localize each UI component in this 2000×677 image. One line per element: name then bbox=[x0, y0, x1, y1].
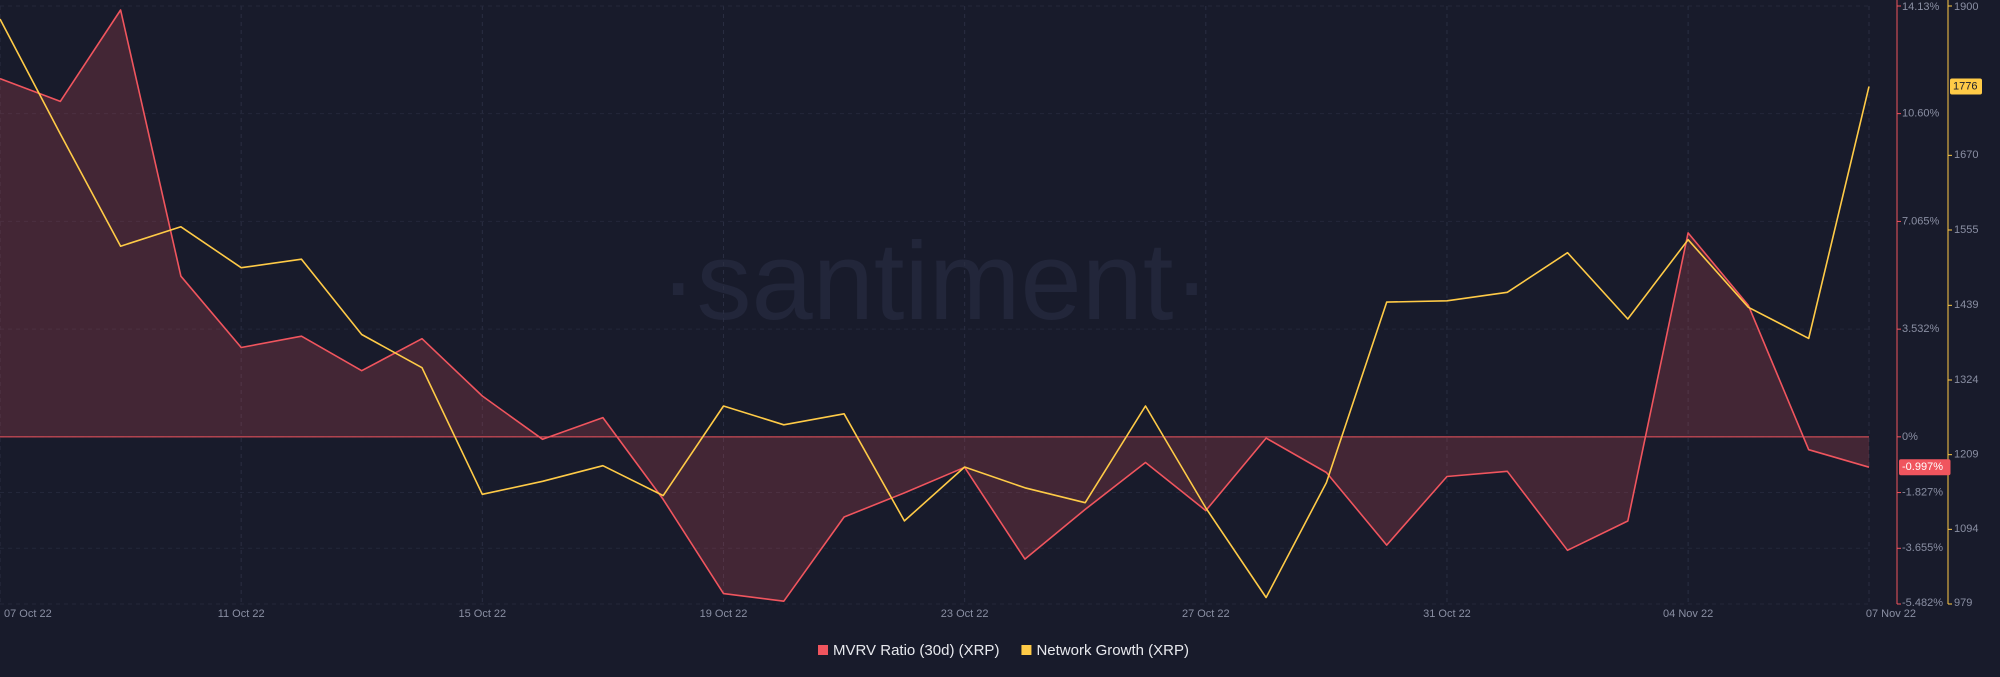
y2-tick-label: 1900 bbox=[1954, 1, 1978, 13]
y2-tick-label: 1324 bbox=[1954, 374, 1978, 386]
y-tick-label: 14.13% bbox=[1902, 1, 1940, 13]
y2-tick-label: 979 bbox=[1954, 597, 1972, 609]
x-tick-label: 31 Oct 22 bbox=[1423, 608, 1471, 620]
x-tick-label: 23 Oct 22 bbox=[941, 608, 989, 620]
legend-swatch bbox=[818, 645, 828, 655]
value-label: 1776 bbox=[1953, 80, 1977, 92]
area bbox=[0, 10, 1869, 602]
y-tick-label: -1.827% bbox=[1902, 486, 1943, 498]
y2-tick-label: 1439 bbox=[1954, 299, 1978, 311]
y2-tick-label: 1209 bbox=[1954, 449, 1978, 461]
line bbox=[0, 18, 1870, 599]
x-tick-label: 11 Oct 22 bbox=[218, 608, 265, 620]
legend-swatch bbox=[1021, 645, 1032, 655]
y-tick-label: 7.065% bbox=[1902, 215, 1940, 227]
y-tick-label: 0% bbox=[1902, 431, 1918, 443]
y2-tick-label: 1555 bbox=[1954, 224, 1978, 236]
y-tick-label: 3.532% bbox=[1902, 323, 1940, 335]
x-tick-label: 04 Nov 22 bbox=[1663, 608, 1713, 620]
x-tick-label: 19 Oct 22 bbox=[700, 608, 748, 620]
x-tick-label: 07 Nov 22 bbox=[1866, 608, 1916, 620]
y-tick-label: -5.482% bbox=[1902, 597, 1943, 609]
x-tick-label: 07 Oct 22 bbox=[4, 608, 52, 620]
y-tick-label: 10.60% bbox=[1902, 108, 1940, 120]
legend-text: MVRV Ratio (30d) (XRP) bbox=[833, 642, 999, 659]
value-badge bbox=[1899, 459, 1951, 476]
legend-text: Network Growth (XRP) bbox=[1036, 642, 1189, 659]
x-tick-label: 15 Oct 22 bbox=[458, 608, 506, 620]
grid bbox=[0, 5, 1870, 605]
y2-tick-label: 1670 bbox=[1954, 149, 1978, 161]
watermark: ·santiment· bbox=[660, 220, 1210, 343]
y-tick-label: -3.655% bbox=[1902, 542, 1943, 554]
x-tick-label: 27 Oct 22 bbox=[1182, 608, 1230, 620]
y2-tick-label: 1094 bbox=[1954, 523, 1978, 535]
line bbox=[0, 9, 1870, 602]
value-badge bbox=[1950, 78, 1982, 95]
value-label: -0.997% bbox=[1902, 461, 1943, 473]
